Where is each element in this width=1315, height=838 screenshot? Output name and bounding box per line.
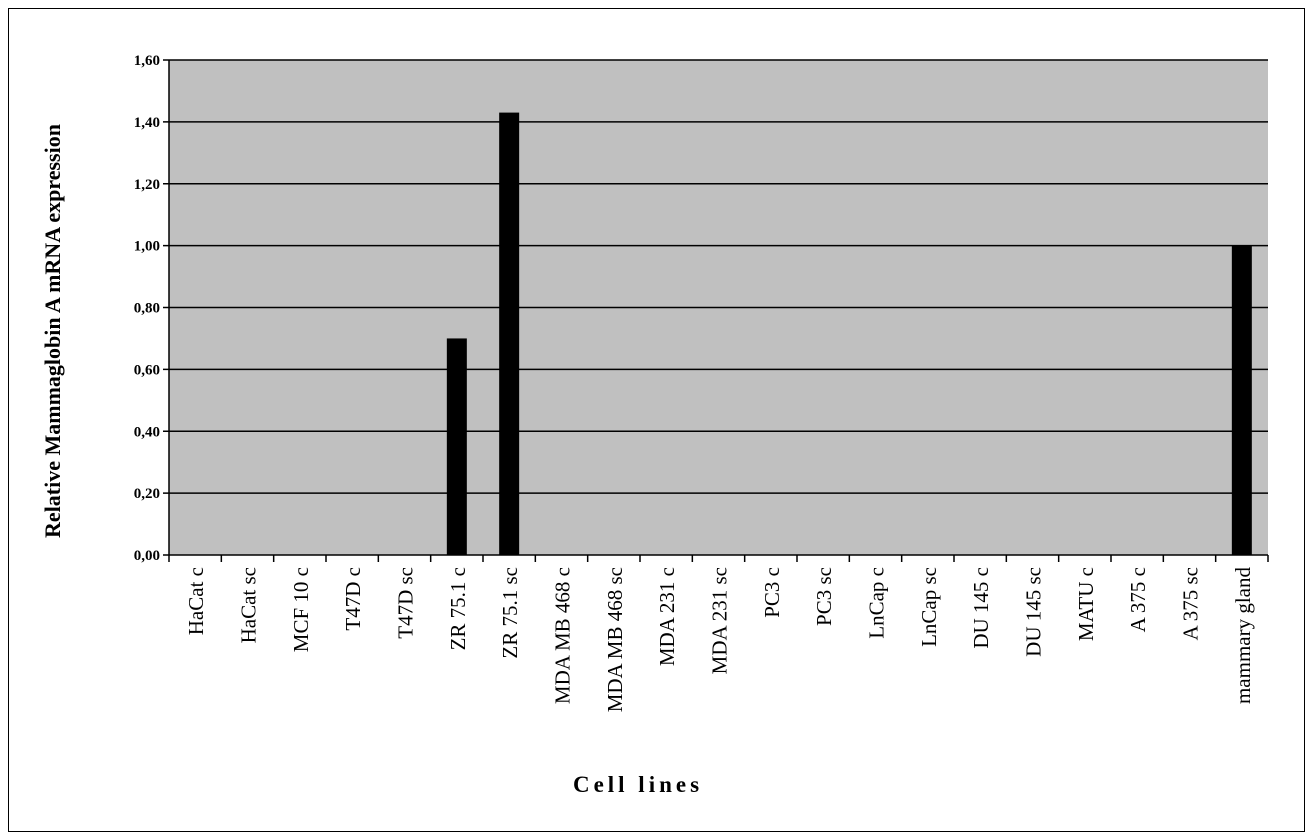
y-tick-label: 0,60 bbox=[134, 362, 160, 378]
x-tick-label: HaCat c bbox=[184, 567, 208, 635]
x-tick-label: HaCat sc bbox=[237, 567, 261, 643]
x-tick-labels: HaCat c HaCat sc MCF 10 c T47D c T47D sc ZR 7… bbox=[184, 567, 1255, 713]
x-tick-label: LnCap sc bbox=[917, 567, 941, 647]
x-tick-label: PC3 sc bbox=[812, 567, 836, 626]
x-tick-label: MDA 231 c bbox=[655, 567, 679, 666]
y-axis-label: Relative Mammaglobin A mRNA expression bbox=[40, 124, 65, 538]
bar bbox=[499, 112, 520, 555]
y-tick-label: 1,20 bbox=[134, 177, 160, 193]
x-tick-label: A 375 sc bbox=[1179, 567, 1203, 641]
x-tick-label: MCF 10 c bbox=[289, 567, 313, 652]
bars bbox=[446, 112, 1252, 555]
x-tick-label: ZR 75.1 sc bbox=[498, 567, 522, 659]
y-tick-label: 0,00 bbox=[134, 548, 160, 564]
y-tick-labels: 0,00 0,20 0,40 0,60 0,80 1,00 1,20 1,40 1,60 bbox=[134, 53, 160, 564]
x-tick-label: A 375 c bbox=[1126, 567, 1150, 632]
x-tick-label: MATU c bbox=[1074, 567, 1098, 641]
x-tick-label: MDA MB 468 c bbox=[551, 567, 575, 704]
axes bbox=[163, 59, 1269, 562]
x-axis-label: Cell lines bbox=[573, 772, 703, 797]
y-tick-label: 0,80 bbox=[134, 301, 160, 317]
y-tick-label: 1,40 bbox=[134, 115, 160, 131]
gridlines bbox=[169, 59, 1268, 494]
x-tick-label: ZR 75.1 c bbox=[446, 567, 470, 650]
y-tick-label: 0,20 bbox=[134, 486, 160, 502]
x-tick-label: DU 145 sc bbox=[1022, 567, 1046, 657]
bar bbox=[446, 338, 467, 555]
x-tick-label: mammary gland bbox=[1231, 567, 1255, 705]
x-tick-label: LnCap c bbox=[865, 567, 889, 639]
x-tick-label: PC3 c bbox=[760, 567, 784, 618]
x-tick-label: T47D sc bbox=[394, 567, 418, 639]
x-tick-label: DU 145 c bbox=[969, 567, 993, 649]
x-tick-label: MDA 231 sc bbox=[708, 567, 732, 674]
x-tick-label: T47D c bbox=[341, 567, 365, 631]
y-tick-label: 1,00 bbox=[134, 239, 160, 255]
y-tick-label: 0,40 bbox=[134, 424, 160, 440]
y-tick-label: 1,60 bbox=[134, 53, 160, 69]
bar bbox=[1231, 245, 1252, 555]
x-tick-label: MDA MB 468 sc bbox=[603, 567, 627, 712]
